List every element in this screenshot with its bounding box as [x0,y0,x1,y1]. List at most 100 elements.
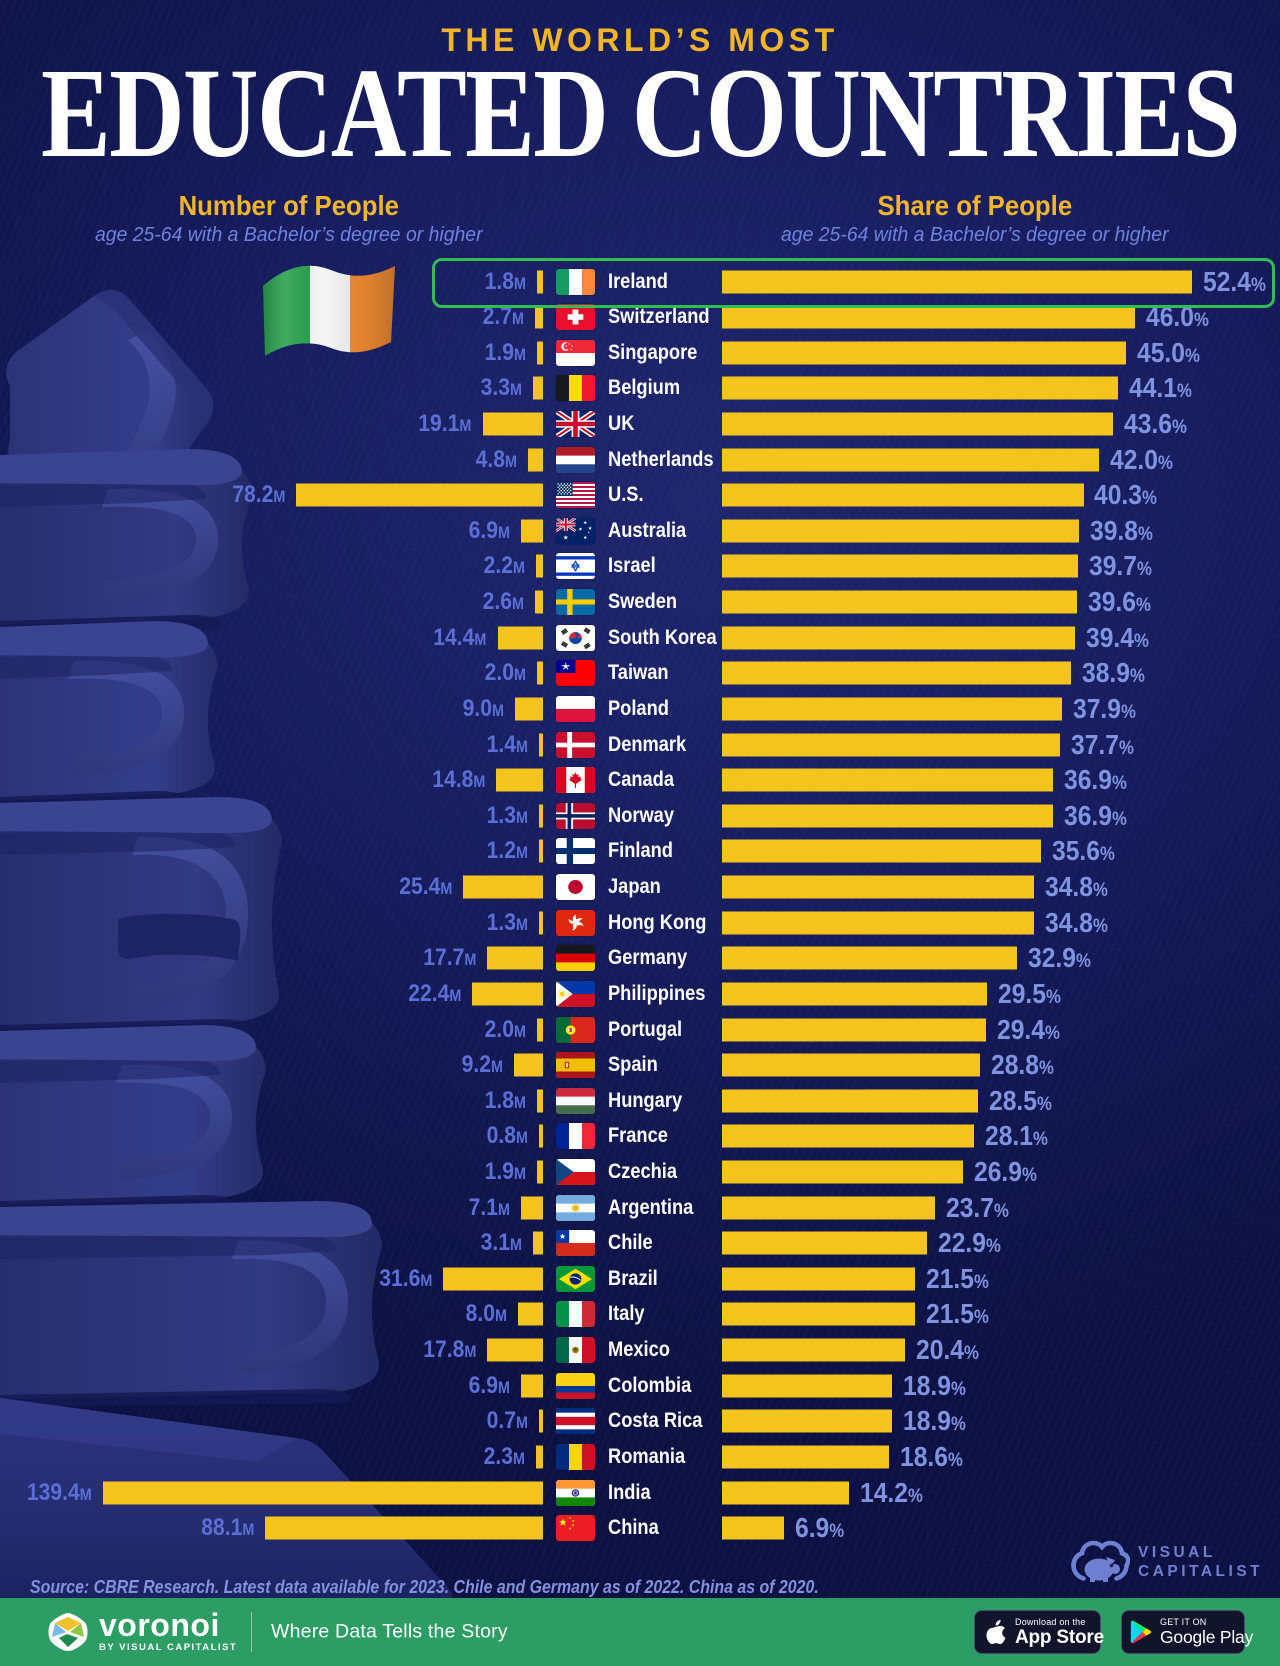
millions-bar [264,1516,543,1540]
millions-value: 3.3M [475,374,521,402]
country-label-text: Germany [608,946,688,970]
share-unit-suffix: % [993,1200,1009,1222]
millions-value: 2.3M [478,1443,525,1471]
millions-bar [517,1302,543,1326]
table-row-in: 139.4M India 14.2% [0,1475,1280,1511]
right-column-subtitle: age 25-64 with a Bachelor’s degree or hi… [781,224,1169,246]
voronoi-logo[interactable]: voronoi BY VISUAL CAPITALIST [46,1609,237,1653]
table-row-cz: 1.9M Czechia 26.9% [0,1154,1280,1190]
country-label: Japan [608,875,669,899]
table-row-cn: 88.1M China 6.9% [0,1510,1280,1546]
share-bar [722,376,1118,400]
millions-value: 25.4M [392,873,452,901]
millions-bar [539,1409,543,1433]
millions-value-text: 78.2 [232,481,274,509]
millions-bar [537,341,543,365]
table-row-fi: 1.2M Finland 35.6% [0,833,1280,869]
share-value-text: 32.9 [1028,942,1077,974]
table-row-br: 31.6M Brazil 21.5% [0,1261,1280,1297]
millions-unit-suffix: M [494,1307,507,1326]
millions-value-text: 7.1 [468,1193,498,1221]
share-bar [722,483,1084,507]
share-unit-suffix: % [1111,808,1127,830]
share-unit-suffix: % [1022,1165,1038,1186]
millions-value: 6.9M [463,1372,510,1400]
country-label-text: Romania [608,1444,686,1468]
table-row-cl: 3.1M Chile 22.9% [0,1225,1280,1261]
millions-unit-suffix: M [439,880,452,899]
country-label: Australia [608,519,698,543]
share-unit-suffix: % [1137,559,1152,581]
share-value-text: 34.8 [1045,906,1094,938]
share-unit-suffix: % [947,1449,963,1471]
millions-unit-suffix: M [79,1485,92,1504]
country-label: France [608,1124,677,1148]
share-bar [722,1196,935,1220]
share-value-text: 29.4 [996,1013,1045,1045]
country-label: Chile [608,1231,659,1255]
country-label-text: U.S. [608,483,644,507]
millions-value: 9.0M [457,695,503,723]
table-row-gb: 19.1M UK 43.6% [0,406,1280,442]
millions-bar [482,412,543,436]
share-value-text: 34.8 [1045,871,1094,903]
country-label-text: Colombia [608,1373,692,1397]
share-value: 40.3% [1094,479,1165,511]
millions-bar [539,839,543,863]
il-flag-icon [556,553,595,580]
ireland-waving-flag [263,265,395,356]
millions-bar [535,1445,543,1469]
share-value: 45.0% [1137,337,1208,369]
share-value: 36.9% [1064,800,1135,832]
millions-unit-suffix: M [459,416,472,435]
millions-bar [532,376,543,400]
share-value-text: 18.9 [902,1369,951,1401]
millions-unit-suffix: M [512,1449,525,1468]
millions-value: 8.0M [460,1300,507,1328]
table-row-kr: 14.4M South Korea 39.4% [0,620,1280,656]
share-unit-suffix: % [973,1307,989,1329]
co-flag-icon [556,1372,595,1399]
table-row-it: 8.0M Italy 21.5% [0,1296,1280,1332]
share-bar [722,1409,892,1433]
share-unit-suffix: % [1093,915,1108,937]
millions-bar [534,590,543,614]
country-label-text: Japan [608,875,661,899]
share-value: 18.9% [903,1370,974,1402]
millions-value-text: 25.4 [398,873,440,901]
table-row-nl: 4.8M Netherlands 42.0% [0,442,1280,478]
share-unit-suffix: % [1093,880,1108,902]
share-value-text: 37.7 [1071,728,1120,760]
page-title: EDUCATED COUNTRIES [0,40,1280,184]
country-label-text: Portugal [608,1017,683,1041]
table-row-de: 17.7M Germany 32.9% [0,940,1280,976]
millions-value: 2.0M [479,659,525,687]
left-column-title: Number of People [178,190,400,221]
app-store-badge[interactable]: Download on the App Store [974,1610,1104,1654]
table-row-jp: 25.4M Japan 34.8% [0,869,1280,905]
share-value-text: 21.5 [925,1262,974,1294]
share-value-text: 26.9 [974,1156,1023,1187]
share-value-text: 39.7 [1089,550,1138,582]
share-bar [722,1302,915,1326]
google-play-tag: GET IT ON [1160,1616,1207,1627]
millions-bar [538,733,543,757]
us-flag-icon [556,482,595,509]
share-value: 28.5% [989,1085,1060,1117]
sg-flag-icon [556,339,595,366]
millions-value-text: 3.3 [480,374,510,402]
country-label-text: France [608,1124,668,1148]
millions-value-text: 1.4 [486,730,516,758]
millions-value-text: 17.7 [423,944,465,972]
share-unit-suffix: % [1111,773,1127,795]
visual-capitalist-logo[interactable]: VISUAL CAPITALIST [1070,1538,1263,1586]
millions-value: 88.1M [194,1514,254,1542]
millions-value: 3.1M [475,1229,522,1257]
google-play-badge[interactable]: GET IT ON Google Play [1121,1610,1253,1654]
share-unit-suffix: % [973,1271,989,1293]
country-label: Sweden [608,590,687,614]
millions-bar [497,626,543,650]
millions-bar [536,661,543,685]
share-value-text: 44.1 [1128,372,1177,404]
es-flag-icon [556,1052,595,1079]
